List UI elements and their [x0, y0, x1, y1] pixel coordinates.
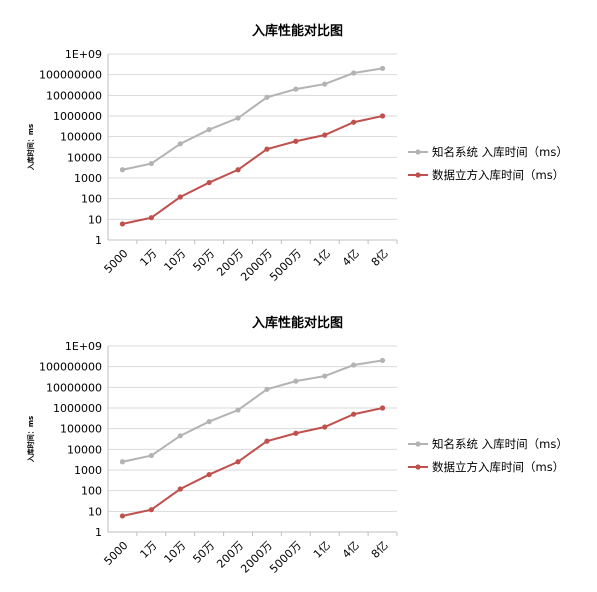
series-line-2 — [122, 115, 383, 225]
y-tick-label: 100000000 — [39, 69, 102, 82]
y-tick-label: 100 — [81, 485, 102, 498]
data-point-series-2 — [206, 179, 212, 186]
y-axis-label: 入库时间：ms — [26, 124, 35, 171]
data-point-series-2 — [322, 132, 328, 138]
data-point-series-2 — [206, 471, 212, 478]
data-point-series-2 — [351, 411, 357, 417]
data-point-series-2 — [379, 405, 386, 411]
data-point-series-1 — [206, 418, 212, 425]
x-tick-label: 8亿 — [369, 539, 391, 561]
data-point-series-1 — [235, 407, 241, 413]
data-point-series-1 — [351, 70, 357, 76]
x-tick-label: 1亿 — [311, 247, 333, 269]
chart-panel-1: 入库性能对比图 1 10 100 1000 10000 100000 1000000 10000… — [0, 0, 597, 292]
y-tick-label: 1E+09 — [65, 48, 102, 61]
data-point-series-1 — [293, 86, 299, 92]
x-tick-label: 5000万 — [267, 539, 304, 576]
data-point-series-2 — [379, 113, 386, 119]
y-tick-label: 10000000 — [46, 89, 102, 102]
x-tick-label: 4亿 — [340, 247, 362, 269]
y-tick-label: 1E+09 — [65, 340, 102, 353]
legend-swatch-marker — [415, 172, 421, 178]
data-point-series-1 — [177, 433, 183, 439]
y-tick-label: 100 — [81, 193, 102, 206]
y-tick-label: 10000000 — [46, 381, 102, 394]
data-point-series-1 — [379, 357, 386, 364]
chart-title: 入库性能对比图 — [252, 23, 343, 39]
data-point-series-2 — [148, 507, 154, 513]
y-tick-label: 10000 — [67, 151, 102, 164]
x-tick-label: 8亿 — [369, 247, 391, 269]
data-point-series-1 — [148, 160, 154, 167]
legend-swatch-marker — [415, 149, 421, 155]
data-point-series-2 — [351, 119, 357, 125]
legend-swatch-marker — [415, 441, 421, 447]
y-tick-label: 1 — [95, 526, 102, 539]
data-point-series-1 — [177, 141, 183, 147]
series-line-2 — [122, 407, 383, 517]
y-tick-label: 10 — [88, 213, 102, 226]
data-point-series-1 — [264, 386, 270, 392]
legend-swatch-marker — [415, 464, 421, 470]
y-tick-label: 1000000 — [53, 110, 102, 123]
y-tick-label: 1 — [95, 234, 102, 247]
x-tick-label: 1万 — [138, 247, 160, 269]
x-tick-label: 5000 — [102, 247, 131, 276]
legend-label: 知名系统 入库时间（ms） — [432, 437, 568, 451]
x-tick-label: 1亿 — [311, 539, 333, 561]
chart-title: 入库性能对比图 — [252, 315, 343, 331]
data-point-series-1 — [264, 94, 270, 100]
data-point-series-2 — [293, 430, 299, 436]
data-point-series-2 — [177, 194, 183, 200]
x-tick-label: 5000 — [102, 539, 131, 568]
data-point-series-2 — [264, 146, 270, 152]
data-point-series-2 — [293, 138, 299, 144]
legend-label: 数据立方入库时间（ms） — [432, 460, 564, 474]
data-point-series-1 — [322, 373, 328, 379]
y-tick-label: 10000 — [67, 443, 102, 456]
data-point-series-1 — [351, 362, 357, 368]
data-point-series-1 — [119, 167, 126, 173]
data-point-series-2 — [264, 438, 270, 444]
data-point-series-2 — [148, 215, 154, 221]
legend-label: 知名系统 入库时间（ms） — [432, 145, 568, 159]
y-tick-label: 1000 — [74, 172, 102, 185]
series-line-1 — [122, 359, 383, 463]
data-point-series-1 — [148, 452, 154, 459]
data-point-series-2 — [235, 459, 241, 465]
y-tick-label: 100000000 — [39, 361, 102, 374]
x-tick-label: 10万 — [162, 247, 189, 274]
data-point-series-1 — [293, 378, 299, 384]
data-point-series-2 — [177, 486, 183, 492]
data-point-series-2 — [235, 167, 241, 173]
legend-label: 数据立方入库时间（ms） — [432, 168, 564, 182]
data-point-series-2 — [119, 221, 126, 227]
y-axis-label: 入库时间：ms — [26, 416, 35, 463]
x-tick-label: 1万 — [138, 539, 160, 561]
data-point-series-1 — [119, 459, 126, 465]
data-point-series-1 — [206, 126, 212, 133]
series-line-1 — [122, 67, 383, 171]
x-tick-label: 10万 — [162, 539, 189, 566]
chart-panel-2: 入库性能对比图 1 10 100 1000 10000 100000 1000000 10000… — [0, 292, 597, 584]
line-chart-2: 入库性能对比图 1 10 100 1000 10000 100000 1000000 10000… — [26, 315, 568, 576]
data-point-series-1 — [235, 115, 241, 121]
y-tick-label: 100000 — [60, 131, 102, 144]
line-chart-1: 入库性能对比图 1 10 100 1000 10000 100000 1000000 10000… — [26, 23, 568, 284]
y-tick-label: 100000 — [60, 423, 102, 436]
y-tick-label: 1000000 — [53, 402, 102, 415]
x-tick-label: 4亿 — [340, 539, 362, 561]
y-tick-label: 10 — [88, 505, 102, 518]
data-point-series-1 — [322, 81, 328, 87]
data-point-series-2 — [119, 513, 126, 519]
y-tick-label: 1000 — [74, 464, 102, 477]
data-point-series-1 — [379, 65, 386, 72]
data-point-series-2 — [322, 424, 328, 430]
x-tick-label: 5000万 — [267, 247, 304, 284]
